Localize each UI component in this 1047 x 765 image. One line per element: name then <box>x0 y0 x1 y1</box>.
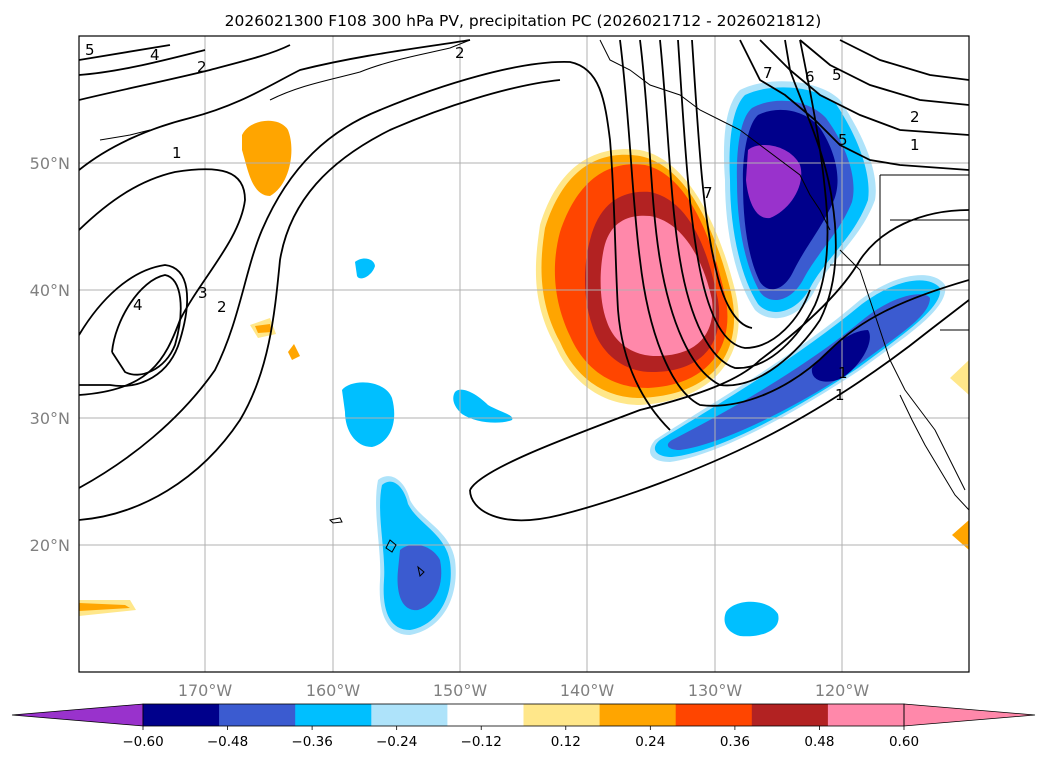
colorbar-tick-label: 0.12 <box>551 734 581 750</box>
contour-label: 6 <box>805 68 815 86</box>
colorbar-tick-label: 0.60 <box>889 734 919 750</box>
lon-label: 170°W <box>178 681 233 700</box>
colorbar-segment <box>143 704 220 726</box>
contour-label: 2 <box>217 298 227 316</box>
pv-contours <box>79 39 969 522</box>
contour-label: 4 <box>150 46 160 64</box>
colorbar-tick-label: 0.24 <box>635 734 665 750</box>
contour-label: 5 <box>85 41 95 59</box>
precip-area-east-orange <box>952 520 969 550</box>
precip-area-tiny-orange <box>288 344 300 360</box>
colorbar-tick-label: −0.24 <box>376 734 417 750</box>
map-frame <box>78 35 970 673</box>
precip-area-pink <box>600 215 713 356</box>
lon-label: 120°W <box>815 681 870 700</box>
precip-area-mid2-sky <box>453 389 513 423</box>
lon-label: 160°W <box>306 681 361 700</box>
contour-label: 2 <box>910 108 920 126</box>
colorbar: −0.60 −0.48 −0.36 −0.24 −0.12 0.12 0.24 0.36 0.4… <box>11 703 1036 750</box>
contour-label: 1 <box>835 386 845 404</box>
colorbar-tick-label: 0.48 <box>804 734 834 750</box>
precip-area-east-yellow <box>950 360 969 395</box>
colorbar-tick-label: −0.48 <box>207 734 248 750</box>
gridlines <box>79 36 969 672</box>
contour-label: 5 <box>838 131 848 149</box>
contour-label: 1 <box>838 364 848 382</box>
precip-area-swband-navy <box>811 330 870 382</box>
colorbar-extend-max <box>903 703 1036 727</box>
precip-area-small-orange <box>255 324 272 333</box>
precip-area-south-sky <box>724 601 779 637</box>
contour-label: 2 <box>455 44 465 62</box>
contour-label: 7 <box>763 64 773 82</box>
lat-label: 40°N <box>30 281 70 300</box>
colorbar-tick-label: −0.12 <box>461 734 502 750</box>
contour-label: 3 <box>198 284 208 302</box>
contour-label: 7 <box>703 184 713 202</box>
colorbar-segment <box>447 704 524 726</box>
lat-label: 20°N <box>30 536 70 555</box>
colorbar-segment <box>523 704 601 726</box>
precip-area-small-sky <box>355 258 375 279</box>
latitude-labels: 50°N 40°N 30°N 20°N <box>30 154 70 555</box>
coastlines <box>99 39 969 577</box>
colorbar-segment <box>827 704 905 726</box>
colorbar-extend-min <box>11 703 144 727</box>
colorbar-segment <box>371 704 448 726</box>
colorbar-tick-label: −0.60 <box>122 734 163 750</box>
colorbar-segment <box>295 704 372 726</box>
colorbar-tick-label: 0.36 <box>720 734 750 750</box>
precip-area-alaska-orange <box>242 120 292 196</box>
lon-label: 130°W <box>688 681 743 700</box>
precip-area-west-orange <box>79 603 130 611</box>
lon-label: 150°W <box>433 681 488 700</box>
precip-area-hawaii-royal <box>397 544 442 611</box>
contour-label: 1 <box>172 144 182 162</box>
precip-area-mid-sky <box>342 382 395 447</box>
contour-labels: 5 4 2 2 1 4 3 2 7 7 6 5 2 1 5 1 1 <box>85 41 920 404</box>
lat-label: 50°N <box>30 154 70 173</box>
lat-label: 30°N <box>30 409 70 428</box>
colorbar-segment <box>751 704 829 726</box>
contour-label: 2 <box>197 58 207 76</box>
contour-label: 5 <box>832 66 842 84</box>
lon-label: 140°W <box>560 681 615 700</box>
colorbar-outline <box>142 703 905 727</box>
figure-title: 2026021300 F108 300 hPa PV, precipitatio… <box>225 12 822 30</box>
colorbar-tick-label: −0.36 <box>291 734 332 750</box>
precip-negative-anomaly <box>342 81 946 637</box>
colorbar-segment <box>675 704 753 726</box>
contour-label: 1 <box>910 136 920 154</box>
colorbar-segment <box>599 704 677 726</box>
map-content: 5 4 2 2 1 4 3 2 7 7 6 5 2 1 5 1 1 <box>79 36 969 672</box>
contour-label: 4 <box>133 296 143 314</box>
longitude-labels: 170°W 160°W 150°W 140°W 130°W 120°W <box>178 681 870 700</box>
colorbar-segment <box>219 704 296 726</box>
